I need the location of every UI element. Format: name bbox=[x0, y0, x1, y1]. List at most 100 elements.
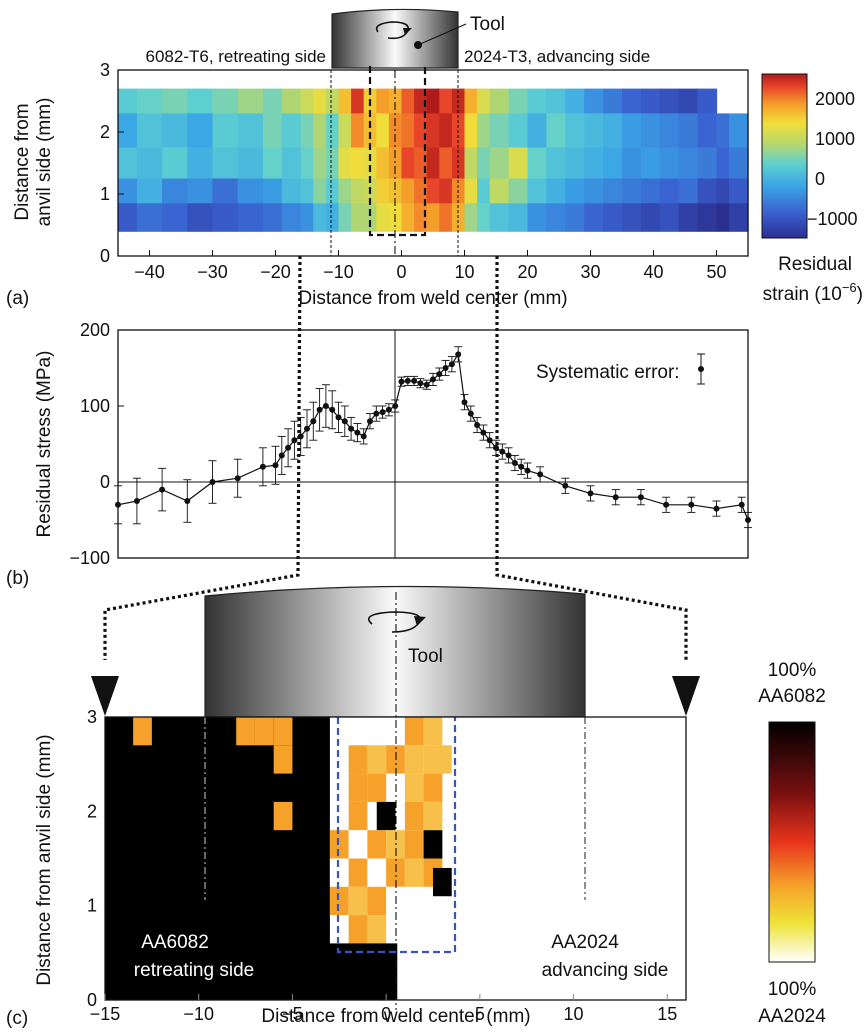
x-tick-label-a: −10 bbox=[323, 262, 354, 282]
strain-cell bbox=[729, 203, 749, 232]
strain-colorbar-title-line1: Residual bbox=[778, 254, 852, 275]
strain-cell bbox=[136, 88, 163, 114]
alloy-cell bbox=[404, 773, 424, 802]
strain-cell bbox=[136, 203, 163, 232]
alloy-cell bbox=[348, 886, 368, 916]
stress-point bbox=[373, 410, 380, 417]
alloy-cell bbox=[432, 867, 452, 897]
panel-label-a: (a) bbox=[6, 288, 29, 309]
x-tick-label-c: −10 bbox=[183, 1004, 214, 1024]
strain-cell bbox=[426, 203, 440, 232]
strain-cell bbox=[162, 88, 188, 114]
alloy-cell bbox=[404, 745, 424, 774]
strain-cell bbox=[262, 113, 283, 149]
strain-cell bbox=[338, 88, 352, 114]
stress-point bbox=[663, 501, 670, 508]
stress-point bbox=[518, 463, 525, 470]
strain-cell bbox=[546, 88, 566, 114]
strain-cell bbox=[187, 113, 214, 149]
alloy-cell bbox=[236, 717, 255, 746]
residual-stress-series bbox=[114, 346, 752, 529]
rotation-arrow-c-icon bbox=[367, 611, 421, 633]
strain-cell bbox=[338, 203, 352, 232]
alloy-colorbar-top-line2: AA6082 bbox=[758, 686, 826, 707]
strain-cell bbox=[376, 88, 390, 114]
strain-cell bbox=[351, 147, 365, 180]
tool-c-icon bbox=[204, 585, 586, 718]
alloy-cell bbox=[254, 717, 274, 746]
strain-cell bbox=[300, 178, 314, 204]
stress-point bbox=[436, 371, 443, 378]
zoom-arrowhead-left-icon bbox=[91, 676, 119, 716]
stress-point bbox=[499, 448, 506, 455]
strain-cell bbox=[729, 178, 749, 204]
strain-cell bbox=[313, 178, 327, 204]
y-tick-label-c: 2 bbox=[87, 801, 97, 821]
strain-colorbar-tick: 1000 bbox=[815, 129, 855, 149]
alloy-cell bbox=[329, 886, 349, 916]
x-tick-label-c: 10 bbox=[564, 1004, 584, 1024]
y-tick-label-a: 1 bbox=[100, 184, 110, 204]
x-tick-label-a: 10 bbox=[454, 262, 474, 282]
rotation-arrow-a-icon bbox=[375, 21, 409, 40]
strain-cell bbox=[640, 147, 661, 180]
strain-cell bbox=[464, 88, 478, 114]
x-tick-label-c: 5 bbox=[475, 1004, 485, 1024]
strain-cell bbox=[237, 88, 264, 114]
strain-cell bbox=[376, 147, 390, 180]
systematic-error-bar-icon bbox=[697, 353, 705, 385]
stress-point bbox=[713, 505, 720, 512]
strain-cell bbox=[118, 113, 138, 149]
strain-cell bbox=[401, 203, 415, 232]
strain-cell bbox=[237, 113, 264, 149]
stress-point bbox=[385, 406, 392, 413]
strain-cell bbox=[376, 113, 390, 149]
left-material-label: 6082-T6, retreating side bbox=[146, 47, 327, 66]
stress-point bbox=[688, 501, 695, 508]
y-tick-label-c: 1 bbox=[87, 896, 97, 916]
alloy-cell bbox=[133, 717, 152, 746]
stress-point bbox=[392, 403, 399, 409]
strain-cell bbox=[414, 178, 428, 204]
strain-cell bbox=[338, 178, 352, 204]
strain-cell bbox=[388, 88, 403, 114]
strain-cell bbox=[313, 147, 327, 180]
strain-cell bbox=[508, 147, 529, 180]
right-region-label-line2: advancing side bbox=[542, 960, 669, 981]
strain-cell bbox=[401, 178, 415, 204]
strain-cell bbox=[622, 147, 642, 180]
x-tick-label-a: −40 bbox=[134, 262, 165, 282]
pin-outline-a bbox=[368, 66, 427, 237]
alloy-cell bbox=[423, 717, 443, 746]
strain-cell bbox=[136, 178, 163, 204]
strain-colorbar bbox=[761, 73, 808, 239]
x-tick-label-a: 20 bbox=[517, 262, 537, 282]
axis-c-ylabel: Distance from anvil side (mm) bbox=[34, 734, 55, 985]
strain-cell bbox=[118, 88, 138, 114]
strain-cell bbox=[439, 203, 453, 232]
stress-point bbox=[304, 425, 310, 432]
stress-point bbox=[442, 365, 449, 371]
strain-cell bbox=[363, 147, 377, 180]
strain-cell bbox=[212, 88, 239, 114]
strain-cell bbox=[162, 203, 188, 232]
axis-c-xlabel: Distance from weld center (mm) bbox=[261, 1006, 530, 1027]
alloy-cell bbox=[367, 745, 387, 774]
stress-point bbox=[209, 479, 216, 485]
zoom-arrowhead-right-icon bbox=[672, 676, 700, 716]
strain-cell bbox=[584, 178, 604, 204]
panel-label-b: (b) bbox=[6, 568, 29, 589]
stress-point bbox=[285, 444, 292, 451]
strain-cell bbox=[678, 88, 699, 114]
strain-cell bbox=[451, 147, 466, 180]
strain-cell bbox=[281, 178, 302, 204]
strain-cell bbox=[212, 113, 239, 149]
strain-cell bbox=[603, 178, 623, 204]
strain-cell bbox=[338, 113, 352, 149]
strain-cell bbox=[426, 113, 440, 149]
stress-point bbox=[133, 498, 140, 504]
strain-cell bbox=[262, 88, 283, 114]
strain-cell bbox=[546, 147, 566, 180]
strain-cell bbox=[439, 88, 453, 114]
